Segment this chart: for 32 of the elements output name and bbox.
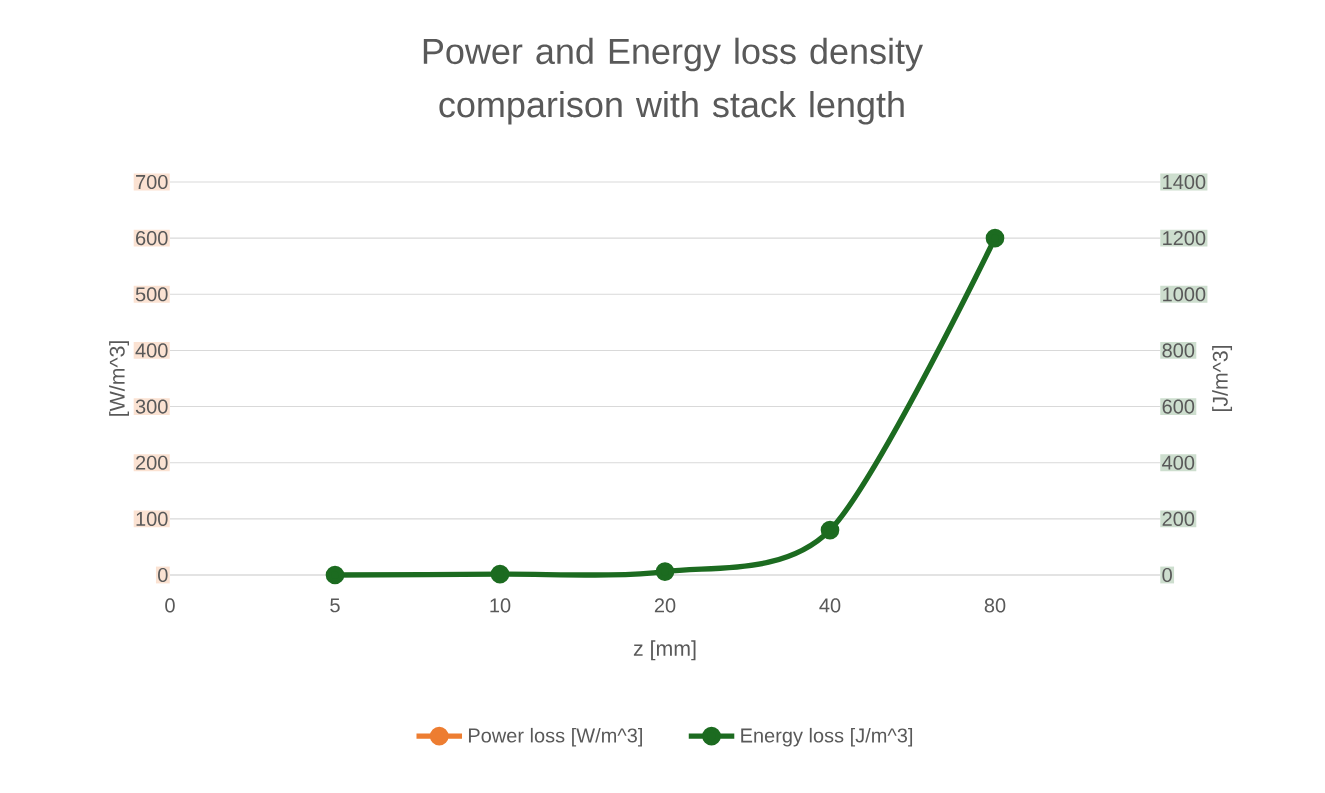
y-tick-label: 200 — [136, 455, 168, 470]
y2-tick-label: 1400 — [1163, 174, 1206, 190]
point — [655, 562, 675, 581]
point — [985, 228, 1005, 248]
legend-label: Energy loss [J/m^3] — [741, 727, 913, 747]
x-tick-label: 80 — [984, 598, 1006, 613]
x-axis-title: z [mm] — [633, 640, 696, 661]
y-tick-label: 700 — [136, 174, 168, 190]
y-tick-label: 0 — [158, 567, 168, 583]
y2-tick-label: 1000 — [1163, 287, 1206, 302]
y-tick-label: 500 — [135, 287, 168, 302]
y2-tick-label: 800 — [1162, 343, 1195, 358]
x-tick-label: 10 — [490, 598, 511, 613]
x-tick-label: 20 — [654, 598, 676, 613]
y2-tick-label: 1200 — [1163, 231, 1206, 246]
y-tick-label: 600 — [136, 231, 168, 246]
y-axis-title: [W/m^3] — [109, 341, 129, 416]
point — [820, 520, 840, 540]
y2-tick-label: 0 — [1162, 567, 1172, 583]
y-tick-label: 100 — [136, 511, 168, 526]
y2-axis-title: [J/m^3] — [1212, 345, 1233, 412]
x-tick-label: 5 — [330, 598, 340, 613]
point — [490, 564, 510, 584]
y2-tick-label: 600 — [1162, 399, 1195, 414]
y2-tick-label: 400 — [1162, 455, 1195, 470]
x-tick-label: 40 — [819, 598, 841, 613]
legend-label: Power loss [W/m^3] — [468, 727, 642, 747]
chart-title: Power and Energy loss density comparison with stack length — [423, 37, 923, 125]
point — [325, 565, 345, 585]
y-tick-label: 400 — [135, 343, 168, 358]
y-tick-label: 300 — [135, 399, 168, 414]
y2-tick-label: 200 — [1162, 511, 1195, 526]
